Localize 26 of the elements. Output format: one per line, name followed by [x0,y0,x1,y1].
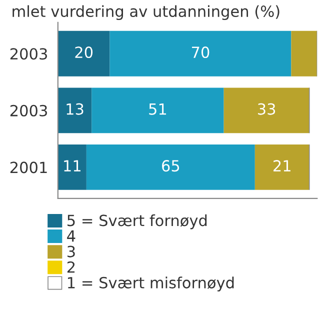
bar [92,88,224,134]
legend-label: 3 [68,246,75,258]
y-tick-label: 2003 [10,48,47,60]
bar [254,144,310,190]
bar [58,144,86,190]
data-label: 20 [75,46,93,58]
bar [110,30,292,76]
bar [58,30,110,76]
bar [58,88,92,134]
legend-label: 2 [67,261,75,273]
bar [224,88,310,134]
y-tick-label: 2001 [10,162,47,174]
bar [291,30,318,76]
y-tick-label: 2003 [10,104,47,116]
data-label: 11 [64,160,80,172]
data-label: 21 [274,160,290,172]
legend-label: 4 [67,230,76,242]
data-label: 13 [66,103,84,115]
data-label: 33 [258,103,276,115]
legend-label: 5 = Svært fornøyd [68,214,207,230]
data-label: 70 [192,46,210,58]
data-label: 65 [162,160,180,172]
bar [86,144,255,190]
legend-label: 1 = Svært misfornøyd [68,276,234,292]
chart-title: mlet vurdering av utdanningen (%) [12,5,280,20]
data-label: 51 [149,103,166,115]
